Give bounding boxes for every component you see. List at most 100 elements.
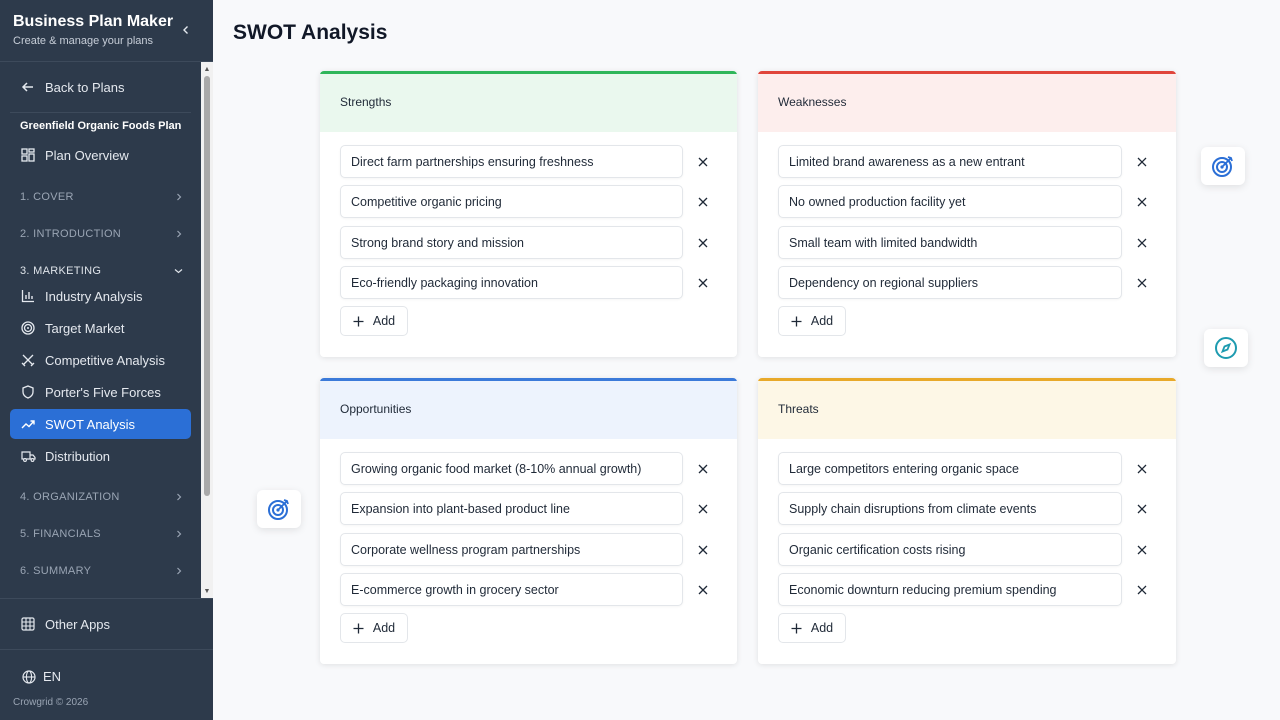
- section-label: 2. INTRODUCTION: [20, 228, 122, 240]
- sidebar-item-label: Porter's Five Forces: [45, 384, 161, 400]
- sidebar-header: Business Plan Maker Create & manage your…: [0, 0, 213, 62]
- back-to-plans-label: Back to Plans: [45, 79, 125, 95]
- delete-item-button[interactable]: [696, 583, 710, 597]
- card-header: Threats: [758, 378, 1176, 439]
- swot-item-input[interactable]: Small team with limited bandwidth: [778, 226, 1122, 259]
- sidebar-footer: Other Apps EN Crowgrid © 2026: [0, 598, 213, 720]
- card-title: Opportunities: [340, 401, 412, 416]
- swot-item-input[interactable]: Expansion into plant-based product line: [340, 492, 683, 525]
- delete-item-button[interactable]: [1135, 583, 1149, 597]
- add-label: Add: [810, 314, 834, 328]
- swot-item-input[interactable]: No owned production facility yet: [778, 185, 1122, 218]
- close-icon: [1137, 545, 1147, 555]
- plus-icon: [791, 316, 802, 327]
- card-title: Weaknesses: [778, 94, 847, 109]
- sidebar-divider: [10, 112, 191, 113]
- section-introduction[interactable]: 2. INTRODUCTION: [10, 222, 191, 246]
- other-apps-label: Other Apps: [45, 616, 111, 632]
- swot-item-input[interactable]: Eco-friendly packaging innovation: [340, 266, 683, 299]
- swot-item-input[interactable]: Large competitors entering organic space: [778, 452, 1122, 485]
- swot-item-input[interactable]: Direct farm partnerships ensuring freshn…: [340, 145, 683, 178]
- section-label: 4. ORGANIZATION: [20, 491, 120, 503]
- language-selector[interactable]: EN: [22, 669, 61, 684]
- swot-item-input[interactable]: Economic downturn reducing premium spend…: [778, 573, 1122, 606]
- card-accent-bar: [320, 378, 737, 381]
- swot-item-input[interactable]: Dependency on regional suppliers: [778, 266, 1122, 299]
- sidebar-item-swot-analysis[interactable]: SWOT Analysis: [10, 409, 191, 439]
- delete-item-button[interactable]: [1135, 543, 1149, 557]
- close-icon: [1137, 504, 1147, 514]
- delete-item-button[interactable]: [696, 236, 710, 250]
- sidebar-item-plan-overview[interactable]: Plan Overview: [10, 140, 191, 170]
- swot-item-input[interactable]: E-commerce growth in grocery sector: [340, 573, 683, 606]
- section-label: 5. FINANCIALS: [20, 528, 101, 540]
- close-icon: [698, 238, 708, 248]
- plus-icon: [353, 316, 364, 327]
- apps-grid-icon: [20, 616, 36, 632]
- sidebar-item-label: SWOT Analysis: [45, 416, 136, 432]
- plan-name: Greenfield Organic Foods Plan: [20, 120, 182, 132]
- swot-item-input[interactable]: Organic certification costs rising: [778, 533, 1122, 566]
- delete-item-button[interactable]: [1135, 155, 1149, 169]
- globe-icon: [22, 669, 36, 684]
- sidebar-nav: Back to Plans Greenfield Organic Foods P…: [0, 62, 213, 598]
- swot-item-input[interactable]: Growing organic food market (8-10% annua…: [340, 452, 683, 485]
- card-header: Weaknesses: [758, 71, 1176, 132]
- section-label: 6. SUMMARY: [20, 565, 92, 577]
- scrollbar-thumb[interactable]: [204, 76, 210, 496]
- other-apps-link[interactable]: Other Apps: [10, 609, 191, 639]
- delete-item-button[interactable]: [696, 276, 710, 290]
- delete-item-button[interactable]: [1135, 276, 1149, 290]
- grid-icon: [20, 147, 36, 163]
- sidebar-item-target-market[interactable]: Target Market: [10, 313, 191, 343]
- section-cover[interactable]: 1. COVER: [10, 185, 191, 209]
- section-financials[interactable]: 5. FINANCIALS: [10, 522, 191, 546]
- section-summary[interactable]: 6. SUMMARY: [10, 559, 191, 583]
- add-item-button[interactable]: Add: [340, 613, 408, 643]
- sidebar-item-industry-analysis[interactable]: Industry Analysis: [10, 281, 191, 311]
- swot-item-input[interactable]: Supply chain disruptions from climate ev…: [778, 492, 1122, 525]
- floating-target-icon: [1201, 147, 1245, 185]
- delete-item-button[interactable]: [1135, 195, 1149, 209]
- card-title: Strengths: [340, 94, 392, 109]
- delete-item-button[interactable]: [696, 462, 710, 476]
- sidebar-item-competitive-analysis[interactable]: Competitive Analysis: [10, 345, 191, 375]
- sidebar-item-distribution[interactable]: Distribution: [10, 441, 191, 471]
- close-icon: [698, 504, 708, 514]
- swot-item-input[interactable]: Limited brand awareness as a new entrant: [778, 145, 1122, 178]
- close-icon: [1137, 238, 1147, 248]
- swot-item-input[interactable]: Corporate wellness program partnerships: [340, 533, 683, 566]
- card-header: Opportunities: [320, 378, 737, 439]
- add-label: Add: [810, 621, 834, 635]
- card-accent-bar: [758, 378, 1176, 381]
- swot-card-strengths: Strengths Direct farm partnerships ensur…: [320, 71, 737, 357]
- close-icon: [1137, 278, 1147, 288]
- card-header: Strengths: [320, 71, 737, 132]
- delete-item-button[interactable]: [696, 195, 710, 209]
- sidebar-item-label: Target Market: [45, 320, 125, 336]
- back-to-plans-link[interactable]: Back to Plans: [10, 72, 191, 102]
- section-marketing[interactable]: 3. MARKETING: [10, 259, 191, 283]
- delete-item-button[interactable]: [696, 543, 710, 557]
- swot-item-input[interactable]: Competitive organic pricing: [340, 185, 683, 218]
- sidebar-item-porters-five-forces[interactable]: Porter's Five Forces: [10, 377, 191, 407]
- delete-item-button[interactable]: [1135, 236, 1149, 250]
- collapse-sidebar-button[interactable]: [176, 20, 196, 40]
- sidebar-item-label: Competitive Analysis: [45, 352, 165, 368]
- section-organization[interactable]: 4. ORGANIZATION: [10, 485, 191, 509]
- sidebar-scrollbar[interactable]: ▲ ▼: [201, 62, 213, 598]
- scroll-up-arrow-icon[interactable]: ▲: [203, 65, 211, 73]
- scroll-down-arrow-icon[interactable]: ▼: [203, 587, 211, 595]
- sidebar-item-label: Plan Overview: [45, 147, 129, 163]
- delete-item-button[interactable]: [696, 155, 710, 169]
- sidebar-item-label: Distribution: [45, 448, 111, 464]
- add-item-button[interactable]: Add: [778, 613, 846, 643]
- close-icon: [698, 197, 708, 207]
- add-item-button[interactable]: Add: [778, 306, 846, 336]
- delete-item-button[interactable]: [1135, 502, 1149, 516]
- delete-item-button[interactable]: [696, 502, 710, 516]
- delete-item-button[interactable]: [1135, 462, 1149, 476]
- add-item-button[interactable]: Add: [340, 306, 408, 336]
- chevron-down-icon: [174, 269, 183, 274]
- swot-item-input[interactable]: Strong brand story and mission: [340, 226, 683, 259]
